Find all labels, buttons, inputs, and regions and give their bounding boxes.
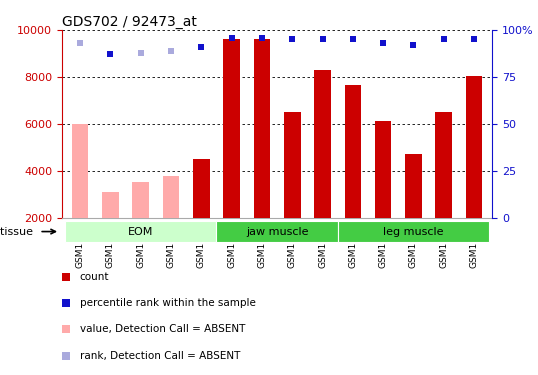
Bar [405,154,422,218]
Bar [375,122,392,218]
Text: tissue: tissue [0,226,55,237]
Bar [102,192,119,217]
Bar [132,182,149,218]
Text: GDS702 / 92473_at: GDS702 / 92473_at [62,15,197,29]
Text: jaw muscle: jaw muscle [246,226,308,237]
Text: percentile rank within the sample: percentile rank within the sample [80,298,256,308]
Bar [338,221,489,242]
Bar [284,112,301,218]
Text: leg muscle: leg muscle [383,226,444,237]
Bar [314,70,331,217]
Bar [253,39,270,218]
Bar [466,76,483,217]
Bar [162,177,179,218]
Bar [216,221,338,242]
Text: value, Detection Call = ABSENT: value, Detection Call = ABSENT [80,324,245,334]
Text: EOM: EOM [128,226,153,237]
Bar [65,221,216,242]
Bar [344,85,361,218]
Text: rank, Detection Call = ABSENT: rank, Detection Call = ABSENT [80,351,240,361]
Bar [72,124,88,218]
Bar [223,39,240,218]
Bar [435,112,452,218]
Text: count: count [80,272,109,282]
Bar [193,159,210,218]
